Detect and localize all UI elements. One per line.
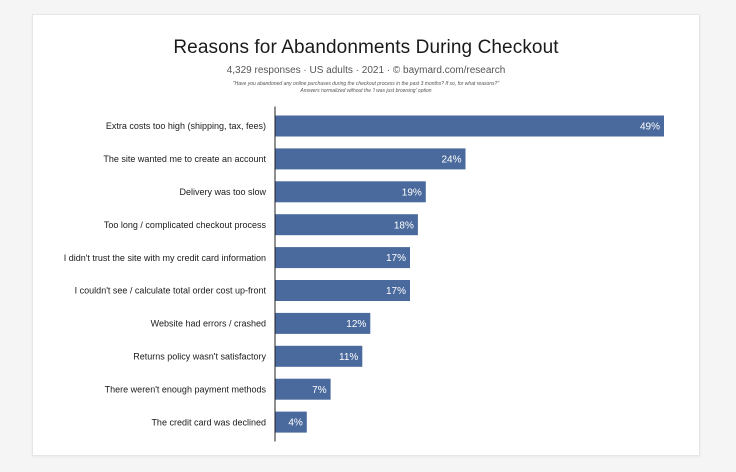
value-label: 24% — [441, 155, 461, 166]
category-label: The credit card was declined — [151, 417, 266, 427]
value-label: 17% — [386, 286, 406, 297]
category-label: There weren't enough payment methods — [105, 384, 267, 394]
bar — [275, 378, 331, 400]
bar — [275, 280, 410, 301]
bar — [275, 411, 307, 433]
chart-normalization-note: Answers normalized without the 'I was ju… — [300, 88, 432, 94]
value-label: 12% — [346, 319, 366, 330]
category-label: Extra costs too high (shipping, tax, fee… — [106, 121, 266, 131]
category-label: I couldn't see / calculate total order c… — [75, 286, 267, 296]
chart-subtitle: 4,329 responses · US adults · 2021 · © b… — [226, 65, 506, 76]
bar — [275, 247, 410, 269]
bar — [275, 148, 466, 170]
value-label: 11% — [339, 352, 358, 363]
value-label: 17% — [386, 253, 406, 264]
category-label: I didn't trust the site with my credit c… — [64, 253, 266, 263]
bar — [275, 345, 363, 367]
value-label: 7% — [312, 385, 327, 396]
category-label: Delivery was too slow — [179, 187, 266, 197]
bar-chart: Extra costs too high (shipping, tax, fee… — [64, 106, 664, 442]
bar — [275, 181, 426, 203]
value-label: 18% — [394, 220, 414, 231]
value-label: 49% — [640, 122, 660, 133]
category-label: Returns policy wasn't satisfactory — [133, 352, 266, 362]
chart-card: Reasons for Abandonments During Checkout… — [32, 14, 700, 456]
category-label: Website had errors / crashed — [151, 319, 266, 329]
category-label: Too long / complicated checkout process — [104, 220, 267, 230]
chart-title: Reasons for Abandonments During Checkout — [173, 37, 559, 58]
value-label: 4% — [288, 418, 303, 429]
bar — [275, 115, 664, 137]
bar — [275, 214, 418, 236]
bar — [275, 312, 371, 334]
bars-layer: Extra costs too high (shipping, tax, fee… — [64, 115, 664, 433]
chart-question-note: "Have you abandoned any online purchases… — [232, 81, 500, 87]
value-label: 19% — [402, 187, 422, 198]
category-label: The site wanted me to create an account — [103, 154, 266, 164]
